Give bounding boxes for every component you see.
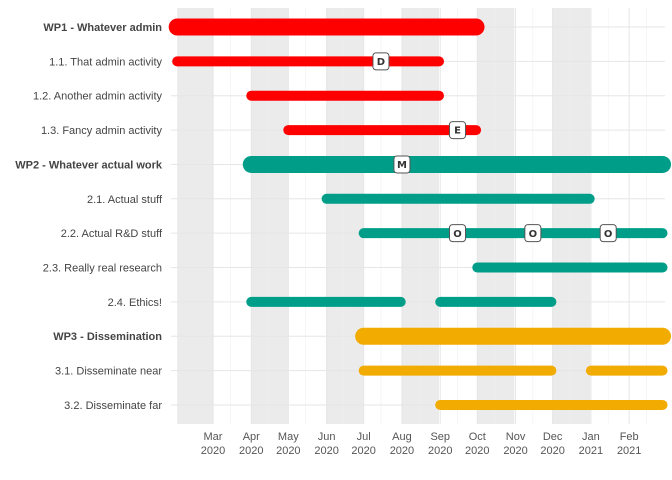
task-labels: WP1 - Whatever admin 1.1. That admin acti… [15,22,163,412]
x-tick-month: Aug [392,431,412,443]
row-label: 2.4. Ethics! [108,297,162,309]
row-label: 2.1. Actual stuff [87,194,163,206]
x-tick-year: 2020 [428,445,452,457]
milestone-marker: O [449,224,467,243]
x-tick-month: Jul [357,431,371,443]
milestone-marker: O [524,224,542,243]
milestone-box [449,121,467,140]
milestone-box [599,224,617,243]
x-tick-month: Dec [543,431,563,443]
milestone-box [393,155,411,174]
milestone-box [372,52,390,71]
milestone-markers: D E M O O O [372,52,617,243]
x-tick-year: 2020 [540,445,564,457]
milestone-label: O [453,229,462,240]
milestone-label: O [604,229,613,240]
x-tick-month: Oct [469,431,486,443]
x-tick-year: 2020 [314,445,338,457]
x-tick-month: Apr [243,431,260,443]
x-tick-year: 2020 [201,445,225,457]
x-tick-year: 2020 [351,445,375,457]
row-label: 2.3. Really real research [43,263,162,275]
milestone-marker: D [372,52,390,71]
x-tick-month: Jan [582,431,600,443]
shaded-band [177,8,214,424]
milestone-marker: M [393,155,411,174]
row-label: WP1 - Whatever admin [43,22,162,34]
x-tick-month: Sep [430,431,450,443]
x-tick-year: 2021 [617,445,641,457]
milestone-box [524,224,542,243]
row-label: 3.2. Disseminate far [64,400,162,412]
row-label: WP3 - Dissemination [53,331,162,343]
row-label: WP2 - Whatever actual work [15,159,163,171]
x-tick-month: Nov [506,431,526,443]
x-tick-year: 2020 [503,445,527,457]
milestone-marker: E [449,121,467,140]
shaded-band [552,8,591,424]
x-tick-year: 2020 [465,445,489,457]
milestone-marker: O [599,224,617,243]
x-tick-month: Feb [620,431,639,443]
x-tick-month: Mar [204,431,223,443]
milestone-label: E [454,126,461,137]
row-label: 1.1. That admin activity [49,56,162,68]
x-tick-year: 2021 [579,445,603,457]
row-label: 1.2. Another admin activity [33,91,163,103]
task-bars [168,18,672,410]
shaded-band [251,8,289,424]
row-label: 1.3. Fancy admin activity [41,125,163,137]
x-tick-month: Jun [318,431,336,443]
milestone-label: M [397,160,407,171]
shaded-band [477,8,515,424]
milestone-box [449,224,467,243]
x-tick-year: 2020 [390,445,414,457]
row-label: 3.1. Disseminate near [55,366,162,378]
x-tick-year: 2020 [239,445,263,457]
shaded-band [326,8,364,424]
milestone-label: O [529,229,538,240]
milestone-label: D [377,57,385,68]
x-tick-year: 2020 [276,445,300,457]
shaded-bands [177,8,591,424]
x-axis-tick-labels: Mar 2020 Apr 2020 May 2020 Jun 2020 Jul 2020 Aug 20… [201,431,642,457]
x-tick-month: May [278,431,299,443]
row-label: 2.2. Actual R&D stuff [61,228,163,240]
shaded-band [401,8,439,424]
